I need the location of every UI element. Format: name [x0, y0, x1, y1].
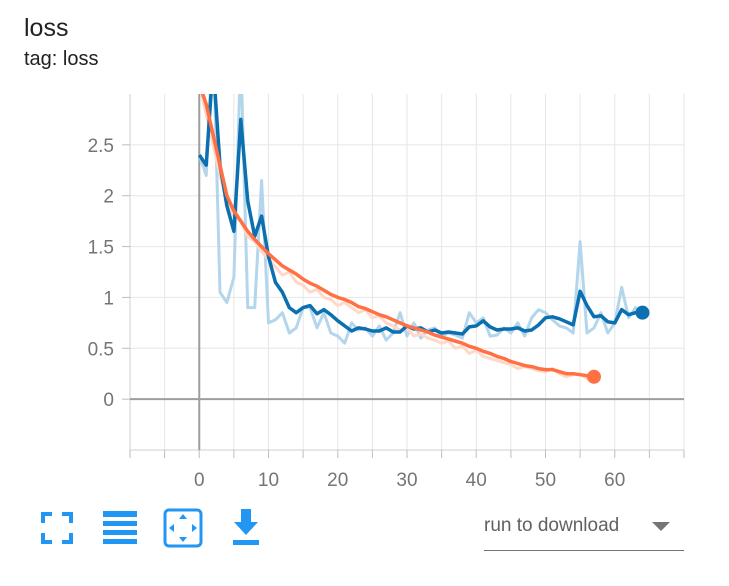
run-download-select[interactable]: run to download: [484, 508, 684, 551]
series-smoothed-line-1[interactable]: [199, 84, 595, 379]
download-button[interactable]: [223, 505, 269, 551]
loss-chart[interactable]: 0 10 20 30 40 50 60 0 0.5 1 1.5 2 2.5: [0, 0, 729, 500]
chart-tag: tag: loss: [24, 48, 99, 70]
fit-domain-button[interactable]: [160, 505, 206, 551]
series-raw-line-0: [197, 94, 644, 345]
fullscreen-icon: [41, 512, 73, 544]
x-tick-label: 30: [396, 470, 417, 491]
x-tick-label: 10: [258, 470, 279, 491]
y-tick-label: 0.5: [88, 339, 114, 360]
fullscreen-button[interactable]: [34, 505, 80, 551]
series-end-point-1: [586, 369, 601, 384]
chart-toolbar: [0, 505, 729, 555]
fit-domain-icon: [163, 508, 203, 548]
plot-area: [197, 64, 644, 381]
y-tick-label: 1.5: [88, 238, 114, 259]
toggle-y-log-button[interactable]: [97, 505, 143, 551]
y-tick-label: 0: [103, 390, 114, 411]
run-download-label: run to download: [484, 515, 620, 536]
list-icon: [103, 511, 137, 544]
download-icon: [233, 509, 259, 545]
series-smoothed-line-0[interactable]: [197, 64, 643, 336]
y-tick-label: 2: [103, 187, 114, 208]
y-tick-label: 2.5: [88, 136, 114, 157]
x-tick-label: 0: [194, 470, 205, 491]
chevron-down-icon: [652, 522, 670, 531]
y-tick-label: 1: [103, 288, 114, 309]
x-tick-label: 20: [327, 470, 348, 491]
chart-title: loss: [24, 14, 69, 42]
series-end-point-0: [635, 305, 650, 320]
x-tick-label: 50: [535, 470, 556, 491]
x-tick-label: 60: [604, 470, 625, 491]
x-tick-label: 40: [466, 470, 487, 491]
